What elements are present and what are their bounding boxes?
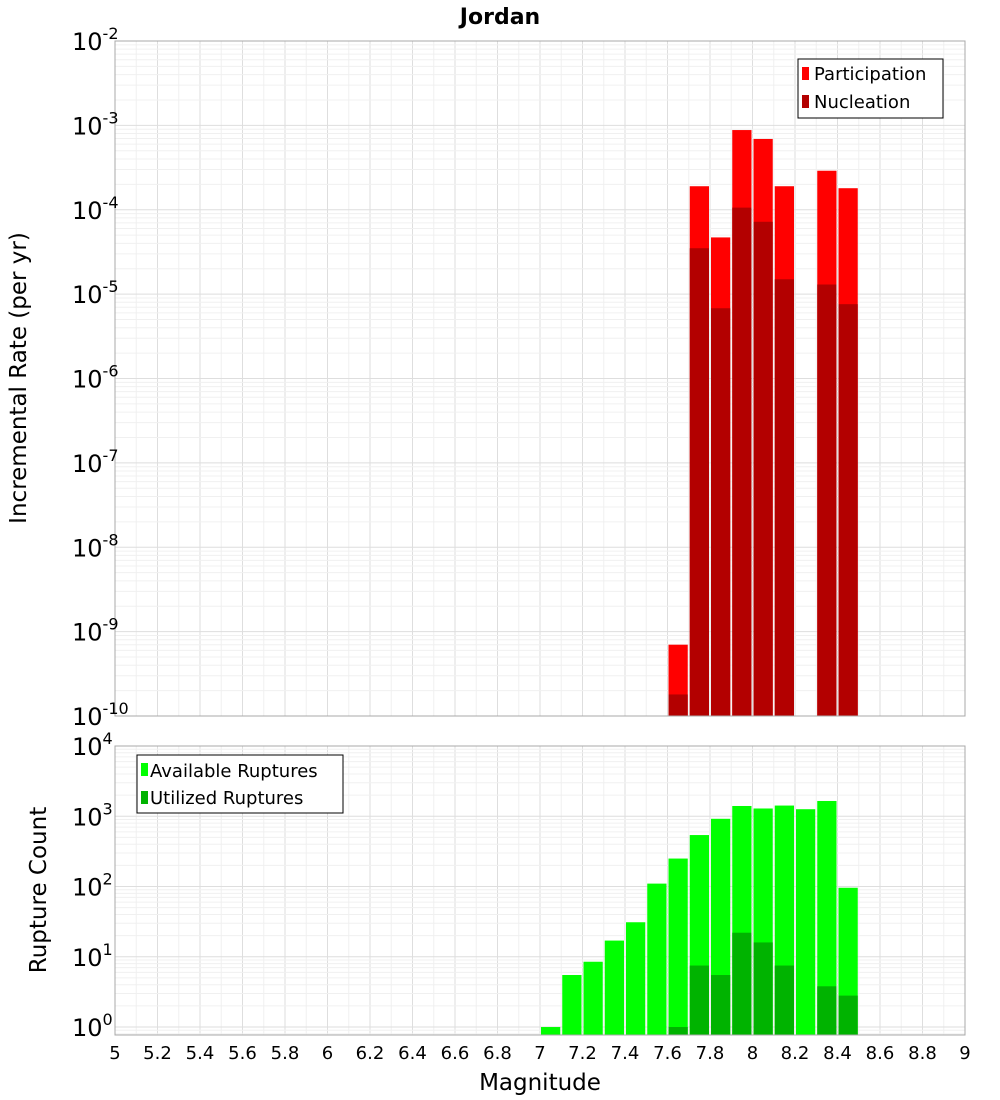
available-ruptures-bar — [796, 809, 816, 1035]
x-tick-label: 5 — [109, 1043, 120, 1064]
x-tick-label: 8.6 — [866, 1043, 895, 1064]
x-tick-label: 5.6 — [228, 1043, 257, 1064]
available-ruptures-bar — [562, 975, 582, 1035]
available-ruptures-bar — [647, 883, 667, 1035]
top-y-tick-label: 10-9 — [72, 615, 119, 647]
x-tick-label: 9 — [959, 1043, 970, 1064]
nucleation-legend-label: Nucleation — [814, 92, 910, 113]
utilized-ruptures-bar — [732, 932, 752, 1035]
chart-title: Jordan — [458, 5, 540, 30]
nucleation-bar — [753, 221, 773, 716]
utilized-ruptures-legend-label: Utilized Ruptures — [150, 788, 303, 809]
available-ruptures-bar — [583, 961, 603, 1035]
top-y-tick-label: 10-10 — [72, 699, 129, 731]
x-tick-label: 5.8 — [271, 1043, 300, 1064]
x-tick-label: 6.6 — [441, 1043, 470, 1064]
top-y-tick-label: 10-2 — [72, 24, 119, 56]
x-tick-label: 6.8 — [483, 1043, 512, 1064]
x-tick-label: 8 — [747, 1043, 758, 1064]
nucleation-bar — [668, 694, 688, 716]
nucleation-bar — [817, 284, 837, 716]
x-tick-label: 7.2 — [568, 1043, 597, 1064]
x-tick-label: 6.4 — [398, 1043, 427, 1064]
nucleation-bar — [838, 304, 858, 716]
utilized-ruptures-bar — [838, 995, 858, 1035]
x-tick-label: 5.2 — [143, 1043, 172, 1064]
nucleation-legend-swatch — [802, 95, 809, 108]
top-y-tick-label: 10-8 — [72, 530, 119, 562]
available-ruptures-legend-swatch — [141, 763, 148, 776]
x-tick-label: 8.2 — [781, 1043, 810, 1064]
top-y-tick-label: 10-7 — [72, 446, 119, 478]
x-axis-label: Magnitude — [479, 1070, 601, 1096]
x-tick-labels: 5 5.2 5.4 5.6 5.8 6 6.2 6.4 6.6 6.8 7 7.2 7.4 7.6 7.8 8… — [109, 1043, 970, 1064]
bottom-legend: Available Ruptures Utilized Ruptures — [136, 754, 344, 814]
nucleation-bar — [732, 207, 752, 717]
top-y-tick-label: 10-3 — [72, 108, 119, 140]
utilized-ruptures-bar — [689, 965, 709, 1035]
top-legend-box — [797, 58, 944, 119]
bottom-y-tick-labels: 100 101 102 103 104 — [72, 729, 113, 1042]
x-tick-label: 6.2 — [356, 1043, 385, 1064]
x-tick-label: 8.4 — [823, 1043, 852, 1064]
top-y-tick-label: 10-5 — [72, 277, 119, 309]
bottom-y-tick-label: 104 — [72, 729, 113, 761]
available-ruptures-bar — [626, 922, 646, 1035]
top-plot-frame — [114, 40, 966, 717]
utilized-ruptures-bar — [711, 975, 731, 1035]
x-tick-label: 5.4 — [186, 1043, 215, 1064]
top-bars — [668, 130, 858, 717]
x-tick-label: 7.8 — [696, 1043, 725, 1064]
bottom-y-tick-label: 100 — [72, 1010, 113, 1042]
utilized-ruptures-bar — [817, 986, 837, 1035]
bottom-y-tick-label: 101 — [72, 940, 113, 972]
top-y-axis-label: Incremental Rate (per yr) — [6, 232, 32, 524]
utilized-ruptures-bar — [774, 965, 794, 1035]
top-y-tick-label: 10-6 — [72, 362, 119, 394]
available-ruptures-legend-label: Available Ruptures — [150, 761, 318, 782]
bottom-bars — [541, 800, 858, 1035]
nucleation-bar — [689, 248, 709, 717]
x-tick-label: 7.4 — [611, 1043, 640, 1064]
participation-legend-swatch — [802, 67, 809, 80]
available-ruptures-bar — [817, 800, 837, 1035]
participation-nucleation-panel: 10-10 10-9 10-8 10-7 10-6 10-5 10-4 10-3 10-2 In… — [6, 24, 966, 731]
top-y-tick-labels: 10-10 10-9 10-8 10-7 10-6 10-5 10-4 10-3 10-2 — [72, 24, 129, 731]
top-legend: Participation Nucleation — [797, 58, 944, 119]
bottom-y-tick-label: 103 — [72, 799, 113, 831]
x-tick-label: 7.6 — [653, 1043, 682, 1064]
rupture-count-panel: 100 101 102 103 104 Rupture Count Available … — [26, 729, 966, 1042]
bottom-legend-box — [136, 754, 344, 814]
nucleation-bar — [711, 308, 731, 716]
available-ruptures-bar — [541, 1027, 561, 1035]
bottom-y-axis-label: Rupture Count — [26, 807, 52, 973]
bottom-plot-frame — [114, 745, 966, 1036]
x-tick-label: 6 — [322, 1043, 333, 1064]
available-ruptures-bar — [604, 940, 624, 1035]
utilized-ruptures-bar — [668, 1027, 688, 1035]
participation-legend-label: Participation — [814, 64, 926, 85]
x-tick-label: 8.8 — [908, 1043, 937, 1064]
utilized-ruptures-legend-swatch — [141, 791, 148, 804]
top-y-tick-label: 10-4 — [72, 193, 119, 225]
x-tick-label: 7 — [534, 1043, 545, 1064]
utilized-ruptures-bar — [753, 942, 773, 1035]
available-ruptures-bar — [668, 858, 688, 1035]
nucleation-bar — [774, 279, 794, 716]
top-grid — [114, 40, 966, 717]
bottom-y-tick-label: 102 — [72, 870, 113, 902]
